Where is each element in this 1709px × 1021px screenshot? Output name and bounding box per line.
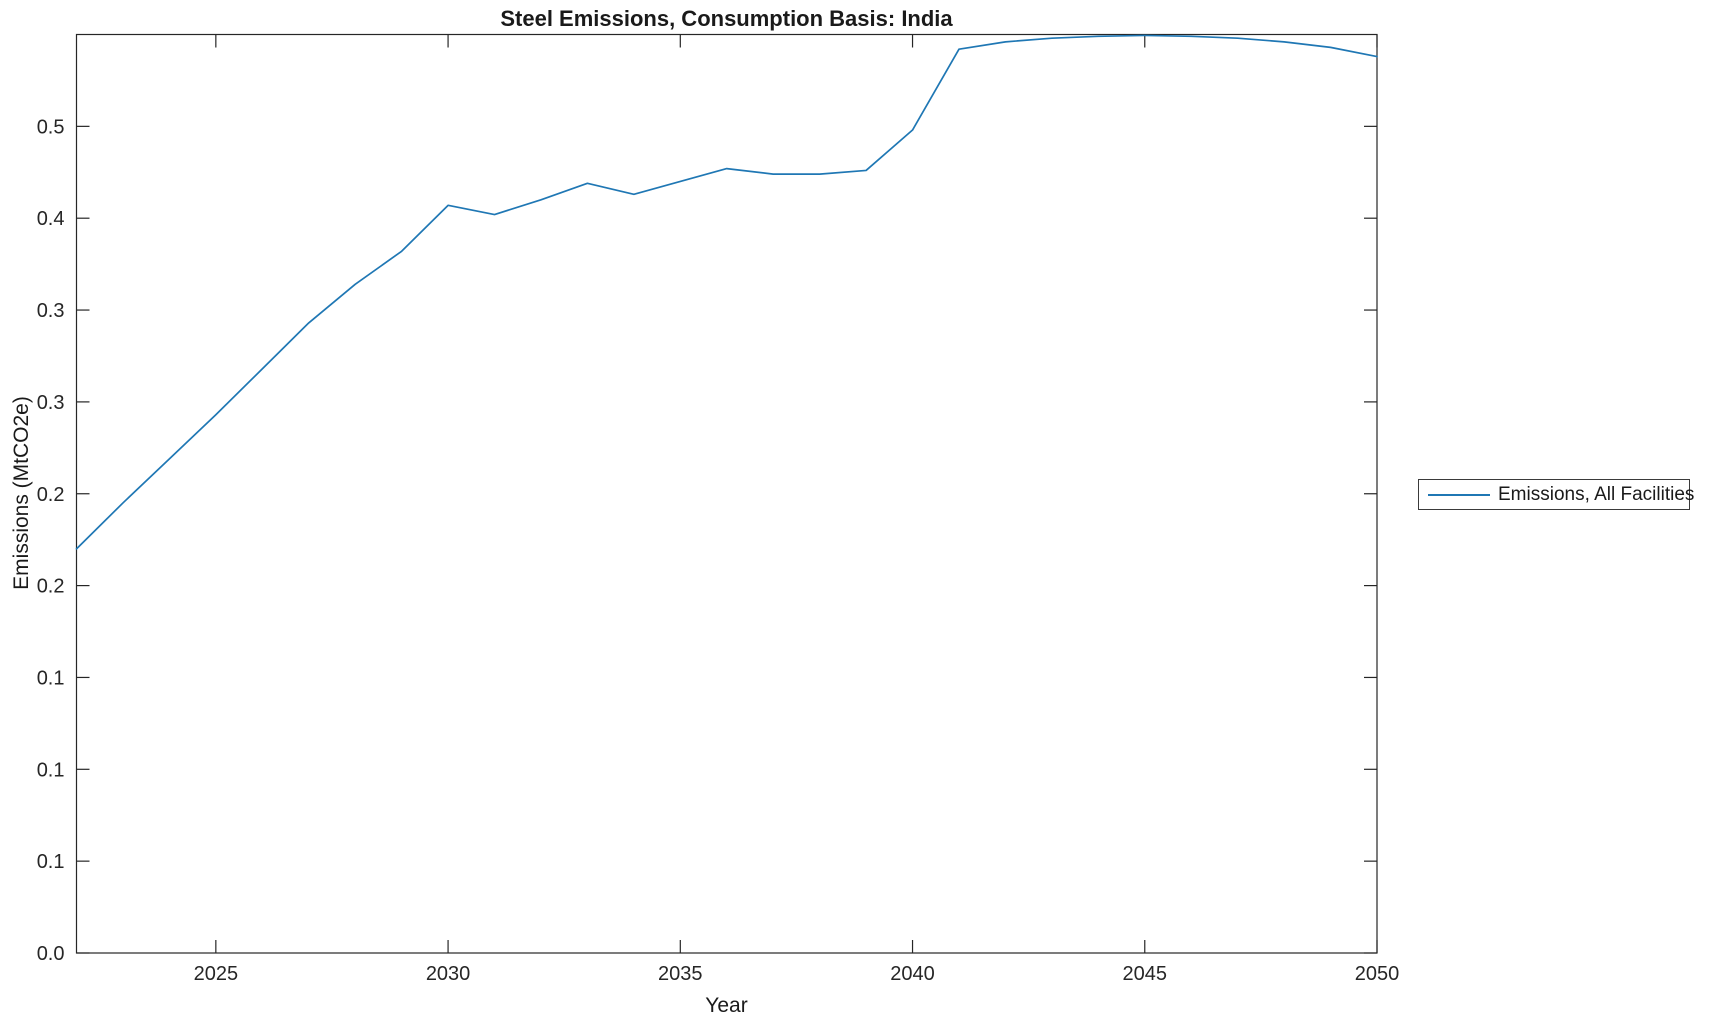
svg-text:0.2: 0.2: [37, 576, 65, 598]
legend-line-sample: [1428, 493, 1490, 496]
svg-text:0.1: 0.1: [37, 759, 65, 781]
x-axis-label: Year: [705, 994, 748, 1017]
svg-text:0.1: 0.1: [37, 667, 65, 689]
legend: Emissions, All Facilities: [1418, 479, 1694, 510]
x-axis-ticks: [215, 34, 1378, 953]
y-tick-labels: 0.0 0.1 0.1 0.1 0.2 0.2 0.3 0.3 0.4 0.5: [37, 116, 65, 965]
plot-border: [75, 33, 1378, 954]
svg-text:2045: 2045: [1123, 963, 1168, 985]
svg-text:0.4: 0.4: [37, 208, 65, 230]
svg-text:0.5: 0.5: [37, 116, 65, 138]
svg-text:2025: 2025: [194, 963, 239, 985]
svg-text:0.3: 0.3: [37, 300, 65, 322]
svg-text:0.3: 0.3: [37, 392, 65, 414]
emissions-line: [75, 34, 1378, 550]
y-axis-ticks: [76, 125, 1377, 954]
legend-label: Emissions, All Facilities: [1498, 483, 1695, 505]
svg-text:0.0: 0.0: [37, 943, 65, 965]
svg-text:0.1: 0.1: [37, 851, 65, 873]
svg-text:2035: 2035: [658, 963, 703, 985]
svg-text:2030: 2030: [426, 963, 471, 985]
x-tick-labels: 2025 2030 2035 2040 2045 2050: [194, 963, 1400, 985]
svg-text:2040: 2040: [890, 963, 935, 985]
svg-text:2050: 2050: [1355, 963, 1400, 985]
svg-text:0.2: 0.2: [37, 484, 65, 506]
chart-title: Steel Emissions, Consumption Basis: Indi…: [500, 6, 953, 31]
